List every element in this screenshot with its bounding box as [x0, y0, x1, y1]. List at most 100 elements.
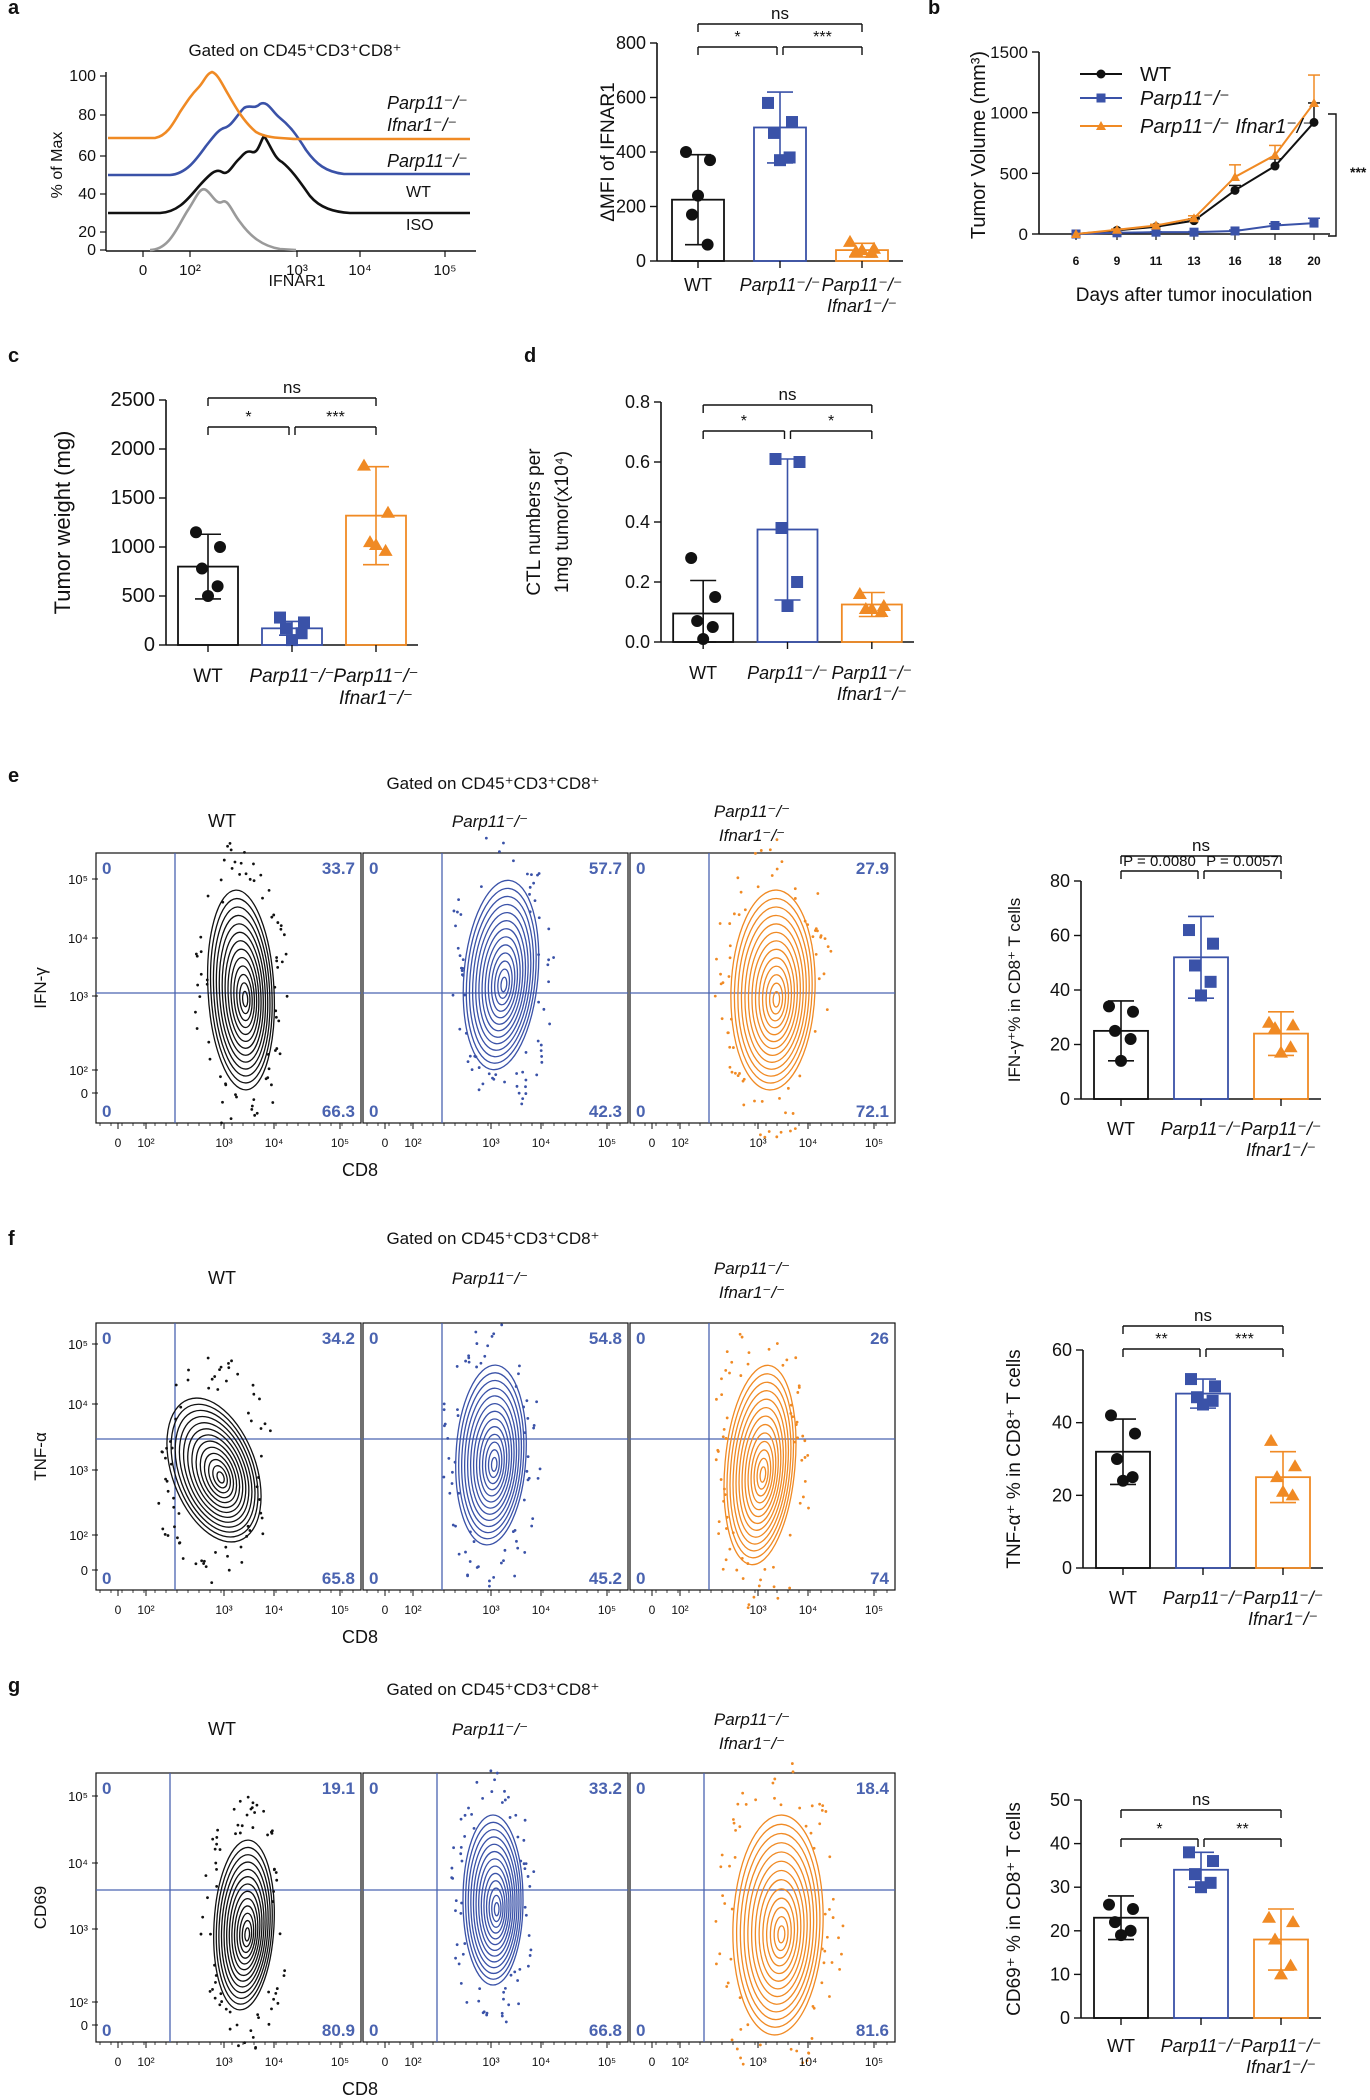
plot-frame: [629, 1772, 896, 2043]
contour-ring: [733, 897, 813, 1084]
event-dot: [772, 1585, 776, 1589]
contour-ring: [744, 1423, 779, 1518]
event-dot: [519, 1859, 523, 1863]
event-dot: [790, 1762, 794, 1765]
x-tick-label: 10⁵: [331, 1603, 349, 1617]
quadrant-value: 81.6: [856, 2021, 889, 2040]
event-dot: [457, 898, 460, 901]
x-tick-label: Parp11⁻/⁻Ifnar1⁻/⁻: [1241, 1119, 1322, 1160]
contour-ring: [467, 1828, 520, 1975]
contour-ring: [178, 1415, 253, 1528]
event-dot: [176, 1536, 179, 1540]
event-dot: [492, 1575, 496, 1579]
event-dot: [725, 1985, 729, 1988]
data-point: [781, 600, 794, 612]
event-dot: [268, 1429, 272, 1433]
event-dot: [532, 1424, 536, 1427]
y-tick-label: 10²: [69, 1995, 88, 2010]
x-tick-label: 10⁵: [865, 1136, 883, 1150]
contour-ring: [182, 1422, 250, 1523]
x-tick-label: WT: [684, 275, 712, 295]
sig-label: ***: [1350, 164, 1367, 180]
event-dot: [523, 1905, 527, 1909]
event-dot: [456, 946, 460, 950]
event-dot: [801, 1434, 805, 1438]
y-tick-label: 20: [1052, 1485, 1072, 1505]
event-dot: [540, 1055, 544, 1058]
event-dot: [725, 1515, 729, 1519]
event-dot: [261, 896, 264, 900]
contour-ring: [475, 1418, 510, 1503]
y-tick-label: 10²: [69, 1063, 88, 1078]
data-point: [190, 526, 202, 539]
event-dot: [215, 1867, 218, 1871]
event-dot: [516, 1546, 520, 1550]
event-dot: [235, 1095, 238, 1099]
event-dot: [259, 1454, 263, 1458]
contour-ring: [469, 1402, 515, 1515]
contour-ring: [478, 1426, 508, 1497]
event-dot: [719, 972, 722, 976]
data-point: [1270, 1470, 1284, 1483]
event-dot: [250, 1107, 254, 1111]
quadrant-value: 27.9: [856, 859, 889, 878]
event-dot: [789, 1403, 793, 1407]
y-tick-label: 100: [69, 68, 96, 85]
contour-ring: [191, 1434, 244, 1514]
event-dot: [166, 1489, 170, 1493]
event-dot: [181, 1557, 185, 1560]
event-dot: [187, 1368, 190, 1372]
contour-ring: [487, 1449, 501, 1479]
event-dot: [239, 1545, 243, 1549]
event-dot: [840, 1952, 843, 1956]
flow-row-g_flow: Gated on CD45⁺CD3⁺CD8⁺ WT Parp11⁻/⁻ Parp11⁻…: [31, 1680, 896, 2099]
contour-ring: [741, 1415, 782, 1525]
event-dot: [713, 994, 717, 998]
event-dot: [240, 1560, 244, 1564]
event-dot: [803, 1479, 807, 1483]
event-dot: [267, 1067, 271, 1071]
sig-label: ns: [283, 378, 301, 397]
group-label-text: WT: [1107, 2036, 1135, 2056]
event-dot: [831, 1916, 835, 1919]
contour-ring: [735, 1823, 821, 2028]
event-dot: [229, 848, 233, 852]
parp-curve: [108, 101, 470, 177]
data-point: [775, 522, 788, 534]
event-dot: [725, 1416, 729, 1420]
event-dot: [451, 1523, 455, 1527]
y-axis-label: Tumor Volume (mm³): [968, 51, 990, 239]
column-title: Ifnar1⁻/⁻: [719, 826, 785, 845]
contour-ring: [455, 1364, 527, 1546]
event-dot: [219, 1365, 223, 1369]
event-dot: [813, 1029, 817, 1033]
series-label-iso: ISO: [406, 217, 434, 234]
event-dot: [207, 1040, 211, 1044]
event-dot: [460, 969, 464, 973]
event-dot: [454, 1909, 457, 1913]
event-dot: [715, 1962, 718, 1966]
event-dot: [463, 1942, 467, 1945]
data-point: [1283, 1040, 1298, 1053]
event-dot: [752, 1595, 756, 1599]
event-dot: [157, 1501, 161, 1505]
column-title: Parp11⁻/⁻: [714, 1259, 790, 1278]
quadrant-value: 0: [369, 1102, 378, 1121]
event-dot: [211, 1988, 214, 1991]
event-dot: [479, 885, 483, 889]
event-dot: [275, 1878, 279, 1882]
data-point: [1103, 1000, 1115, 1013]
event-dot: [257, 1476, 260, 1479]
event-dot: [285, 994, 289, 998]
event-dot: [229, 1117, 233, 1121]
contour-ring: [747, 931, 801, 1057]
data-point: [1230, 171, 1240, 181]
column-title: WT: [208, 1719, 236, 1739]
event-dot: [523, 1431, 527, 1434]
x-tick-label: 10⁵: [865, 2055, 883, 2069]
plot-frame: [95, 1322, 362, 1591]
event-dot: [206, 1896, 209, 1900]
event-dot: [515, 1539, 518, 1543]
event-dot: [806, 923, 810, 927]
event-dot: [163, 1532, 167, 1536]
